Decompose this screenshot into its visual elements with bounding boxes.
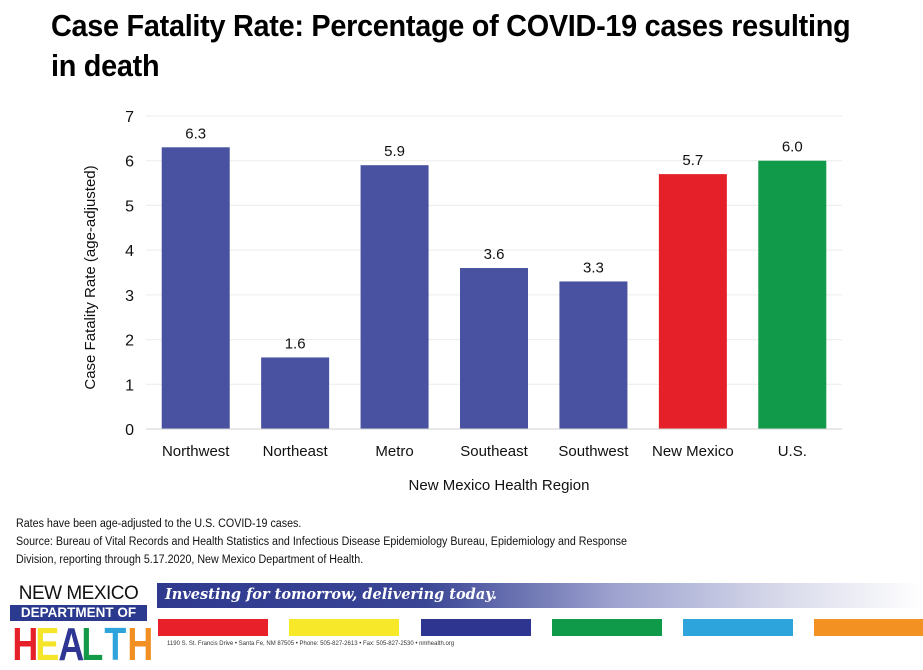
note-age-adjusted: Rates have been age-adjusted to the U.S.… bbox=[16, 518, 302, 530]
bar-northwest bbox=[161, 147, 230, 430]
y-tick-label: 0 bbox=[125, 422, 134, 439]
data-label: 5.9 bbox=[384, 143, 405, 160]
slogan-text: Investing for tomorrow, delivering today… bbox=[165, 586, 498, 603]
bar-metro bbox=[360, 165, 429, 429]
y-tick-label: 4 bbox=[125, 243, 134, 260]
color-stripe bbox=[683, 619, 793, 636]
logo-new-mexico: NEW MEXICO bbox=[18, 583, 139, 604]
y-axis-ticks: 0 1 2 3 4 5 6 7 bbox=[125, 109, 134, 439]
color-stripe bbox=[421, 619, 531, 636]
chart-title: Case Fatality Rate: Percentage of COVID-… bbox=[51, 8, 851, 83]
x-tick-label: Northeast bbox=[263, 443, 329, 460]
bar-southwest bbox=[559, 281, 628, 429]
logo-department-of: DEPARTMENT OF bbox=[10, 605, 147, 621]
address-line: 1190 S. St. Francis Drive • Santa Fe, NM… bbox=[167, 641, 455, 647]
y-tick-label: 5 bbox=[125, 198, 134, 215]
bar-u-s bbox=[758, 160, 827, 429]
y-axis-label: Case Fatality Rate (age-adjusted) bbox=[82, 165, 99, 389]
bars bbox=[161, 147, 827, 430]
data-label: 5.7 bbox=[682, 152, 703, 169]
data-label: 1.6 bbox=[285, 335, 306, 352]
bar-southeast bbox=[460, 268, 528, 429]
bar-northeast bbox=[261, 357, 330, 429]
y-tick-label: 3 bbox=[125, 288, 134, 305]
data-label: 6.3 bbox=[185, 125, 206, 142]
color-stripe bbox=[289, 619, 399, 636]
x-tick-label: Metro bbox=[375, 443, 413, 460]
logo-letter: L bbox=[81, 618, 104, 670]
y-tick-label: 7 bbox=[125, 109, 134, 126]
x-tick-label: Southeast bbox=[460, 443, 528, 460]
bar-chart: 0 1 2 3 4 5 6 7 6.3 1.6 5.9 3.6 3.3 5.7 6.0 Northwest… bbox=[82, 109, 842, 494]
color-stripes bbox=[0, 619, 923, 636]
slogan-banner: Investing for tomorrow, delivering today… bbox=[157, 583, 923, 608]
x-tick-label: Northwest bbox=[162, 443, 230, 460]
bar-new-mexico bbox=[658, 174, 727, 429]
color-stripe bbox=[552, 619, 662, 636]
y-tick-label: 6 bbox=[125, 154, 134, 171]
color-stripe bbox=[158, 619, 268, 636]
x-axis-ticks: Northwest Northeast Metro Southeast Southwes… bbox=[162, 443, 807, 460]
y-tick-label: 2 bbox=[125, 333, 134, 350]
x-axis-label: New Mexico Health Region bbox=[409, 477, 590, 494]
y-tick-label: 1 bbox=[125, 377, 134, 394]
note-source: Source: Bureau of Vital Records and Heal… bbox=[16, 536, 627, 548]
data-label: 3.6 bbox=[484, 246, 505, 263]
color-stripe bbox=[814, 619, 923, 636]
note-division: Division, reporting through 5.17.2020, N… bbox=[16, 554, 364, 566]
x-tick-label: Southwest bbox=[558, 443, 629, 460]
data-label: 3.3 bbox=[583, 259, 604, 276]
x-tick-label: U.S. bbox=[778, 443, 807, 460]
data-labels: 6.3 1.6 5.9 3.6 3.3 5.7 6.0 bbox=[185, 125, 802, 352]
x-tick-label: New Mexico bbox=[652, 443, 734, 460]
data-label: 6.0 bbox=[782, 139, 803, 156]
logo-letter: T bbox=[104, 618, 127, 670]
